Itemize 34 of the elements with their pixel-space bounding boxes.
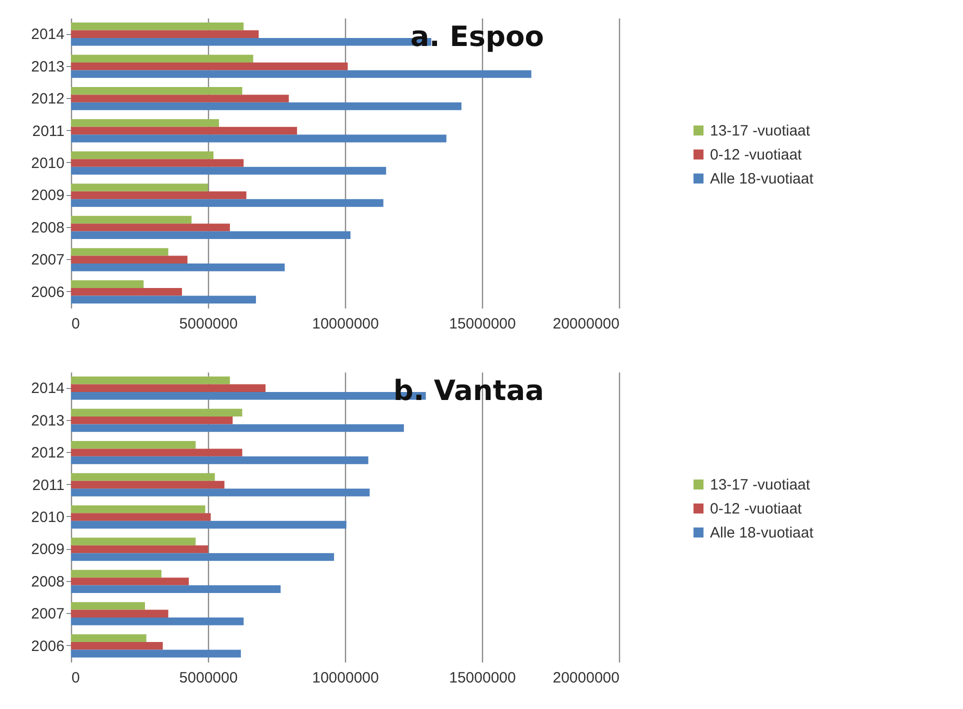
legend-label: 0-12 -vuotiaat	[710, 146, 803, 164]
legend-label: 13-17 -vuotiaat	[710, 122, 811, 140]
x-tick-label: 0	[72, 670, 80, 686]
x-tick-label: 15000000	[449, 670, 516, 686]
y-tick-label: 2014	[31, 26, 64, 44]
x-tick-label: 15000000	[449, 316, 516, 332]
legend-label: Alle 18-vuotiaat	[710, 170, 814, 188]
y-tick-label: 2007	[31, 606, 64, 623]
y-tick-label: 2012	[31, 90, 64, 108]
y-tick-label: 2008	[31, 219, 64, 236]
y-tick-label: 2014	[31, 380, 64, 398]
y-tick-label: 2013	[31, 412, 64, 430]
x-tick-label: 5000000	[179, 670, 238, 686]
y-tick-label: 2007	[31, 252, 64, 269]
legend-label: 0-12 -vuotiaat	[710, 500, 803, 518]
y-tick-label: 2006	[31, 284, 64, 301]
y-tick-label: 2011	[32, 122, 64, 140]
y-tick-label: 2008	[31, 573, 64, 590]
y-tick-label: 2006	[31, 638, 64, 655]
y-tick-label: 2009	[31, 187, 64, 204]
legend-label: Alle 18-vuotiaat	[710, 524, 814, 542]
x-tick-label: 0	[72, 316, 80, 332]
y-tick-label: 2012	[31, 444, 64, 462]
x-tick-label: 10000000	[312, 670, 379, 686]
y-tick-label: 2009	[31, 541, 64, 558]
y-tick-label: 2010	[31, 509, 64, 526]
y-tick-label: 2011	[32, 476, 64, 494]
x-tick-label: 5000000	[179, 316, 238, 332]
legend-label: 13-17 -vuotiaat	[710, 476, 811, 494]
y-tick-label: 2010	[31, 155, 64, 172]
x-tick-label: 20000000	[552, 670, 620, 686]
x-tick-label: 10000000	[312, 316, 379, 332]
y-tick-label: 2013	[31, 58, 64, 76]
x-tick-label: 20000000	[552, 316, 620, 332]
